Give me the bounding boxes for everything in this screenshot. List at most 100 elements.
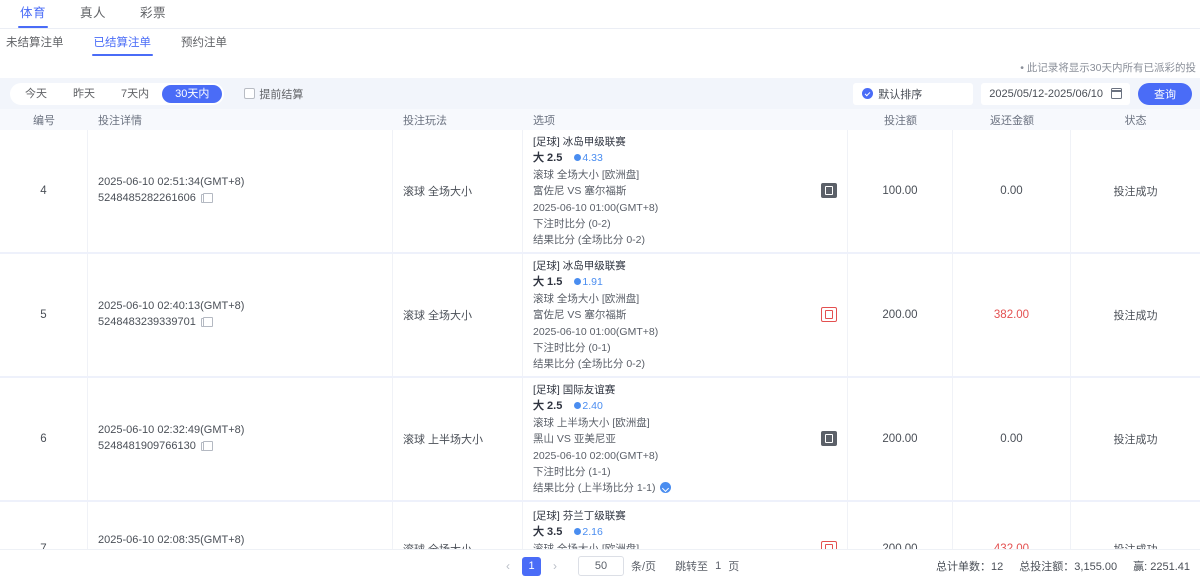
summary-win-value: 2251.41 [1150, 561, 1190, 573]
result-score: 结果比分 (上半场比分 1-1) [533, 480, 815, 496]
pagination-prev-button[interactable]: ‹ [506, 559, 510, 573]
header-option: 选项 [533, 114, 555, 127]
bet-time-score: 下注时比分 (1-1) [533, 465, 611, 478]
bet-amount: 200.00 [882, 309, 918, 321]
quick-range-yesterday[interactable]: 昨天 [73, 87, 95, 100]
expand-score-icon[interactable] [659, 482, 671, 494]
check-circle-icon [862, 88, 874, 99]
table-row[interactable]: 4 2025-06-10 02:51:34(GMT+8) 5248485282261… [0, 130, 1200, 254]
sort-dropdown-label: 默认排序 [878, 88, 923, 101]
subtab-settled-bets-label: 已结算注单 [93, 37, 152, 49]
status-badge: 投注成功 [1113, 186, 1158, 198]
status-cell: 投注成功 [1071, 378, 1200, 500]
date-range-picker[interactable]: 2025/05/12-2025/06/10 [981, 82, 1130, 105]
selection: 大 2.5 [533, 399, 563, 412]
tab-lottery-label: 彩票 [140, 6, 167, 20]
bet-time: 2025-06-10 02:08:35(GMT+8) [98, 534, 245, 547]
market-name: 滚球 全场大小 [欧洲盘] [533, 292, 640, 305]
bet-type-cell: 滚球 全场大小 [393, 130, 523, 252]
bet-amount-cell: 100.00 [848, 130, 953, 252]
odds-dot-icon [574, 528, 582, 536]
ticket-glyph-icon [825, 310, 833, 320]
bet-amount-cell: 200.00 [848, 378, 953, 500]
status-badge: 投注成功 [1113, 310, 1158, 322]
bet-time: 2025-06-10 02:32:49(GMT+8) [98, 424, 245, 437]
bet-slip-icon[interactable] [821, 183, 837, 199]
page-size-select[interactable]: 50 [578, 556, 624, 576]
header-detail: 投注详情 [98, 114, 142, 127]
bet-slip-icon[interactable] [821, 307, 837, 323]
copy-icon[interactable] [200, 440, 214, 452]
tab-live-casino[interactable]: 真人 [78, 2, 108, 28]
selection: 大 1.5 [533, 275, 563, 288]
league-name: [足球] 芬兰丁级联赛 [533, 509, 626, 522]
bet-amount: 100.00 [882, 185, 918, 197]
option-cell: [足球] 冰岛甲级联赛大 2.5 4.33 滚球 全场大小 [欧洲盘] 富佐尼 VS … [523, 130, 848, 252]
status-badge: 投注成功 [1113, 434, 1158, 446]
checkbox-box-icon [244, 88, 256, 99]
filter-bar: 今天 昨天 7天内 30天内 提前结算 默认排序 2025/05/12-2025… [0, 78, 1200, 109]
bet-type-cell: 滚球 全场大小 [393, 254, 523, 376]
table-row[interactable]: 6 2025-06-10 02:32:49(GMT+8) 5248481909766… [0, 378, 1200, 502]
summary-count: 总计单数：12 [936, 558, 1003, 574]
summary-win-label: 赢: [1133, 561, 1148, 573]
tab-sports[interactable]: 体育 [18, 2, 49, 28]
option-cell: [足球] 国际友谊赛大 2.5 2.40 滚球 上半场大小 [欧洲盘] 黑山 VS 亚… [523, 378, 848, 500]
header-amount: 投注额 [884, 114, 917, 127]
bet-time-score: 下注时比分 (0-1) [533, 341, 611, 354]
pagination-next-button[interactable]: › [553, 559, 557, 573]
subtab-reserved-bets[interactable]: 预约注单 [179, 34, 229, 56]
table-header-row: 编号 投注详情 投注玩法 选项 投注额 返还金额 状态 [0, 109, 1200, 130]
odds-dot-icon [574, 277, 582, 285]
jump-to-label: 跳转至 [675, 561, 709, 573]
quick-range-7days[interactable]: 7天内 [121, 87, 150, 100]
summary-win: 赢: 2251.41 [1133, 558, 1190, 574]
copy-icon[interactable] [200, 316, 214, 328]
bet-slip-icon[interactable] [821, 431, 837, 447]
bet-type: 滚球 全场大小 [403, 186, 473, 198]
tab-sports-label: 体育 [20, 6, 47, 20]
secondary-tab-bar: 未结算注单 已结算注单 预约注单 [0, 29, 1200, 56]
return-amount: 0.00 [1000, 185, 1023, 197]
table-body: 4 2025-06-10 02:51:34(GMT+8) 5248485282261… [0, 130, 1200, 582]
early-settlement-label: 提前结算 [259, 88, 304, 101]
bet-time-score: 下注时比分 (0-2) [533, 217, 611, 230]
tab-lottery[interactable]: 彩票 [138, 2, 168, 28]
odds-value: 1.91 [574, 274, 603, 290]
status-cell: 投注成功 [1071, 254, 1200, 376]
odds-value: 2.16 [574, 524, 603, 540]
notice-row: • 此记录将显示30天内所有已派彩的投 [0, 56, 1200, 78]
jump-to-unit: 页 [728, 561, 740, 573]
match-name: 黑山 VS 亚美尼亚 [533, 433, 616, 446]
league-name: [足球] 冰岛甲级联赛 [533, 259, 626, 272]
tab-live-casino-label: 真人 [80, 6, 107, 20]
match-name: 富佐尼 VS 塞尔福斯 [533, 309, 627, 322]
bet-type: 滚球 上半场大小 [403, 434, 484, 446]
bet-detail-cell: 2025-06-10 02:51:34(GMT+8) 52484852822616… [88, 130, 393, 252]
bet-detail-cell: 2025-06-10 02:32:49(GMT+8) 52484819097661… [88, 378, 393, 500]
search-button[interactable]: 查询 [1138, 82, 1192, 105]
bet-id: 5248485282261606 [98, 192, 196, 204]
bet-amount: 200.00 [882, 433, 918, 445]
quick-range-group: 今天 昨天 7天内 30天内 [10, 82, 225, 105]
match-name: 富佐尼 VS 塞尔福斯 [533, 185, 627, 198]
summary-total-bet: 总投注额：3,155.00 [1019, 558, 1117, 574]
market-name: 滚球 全场大小 [欧洲盘] [533, 168, 640, 181]
match-time: 2025-06-10 01:00(GMT+8) [533, 201, 659, 214]
copy-icon[interactable] [200, 192, 214, 204]
subtab-unsettled-bets-label: 未结算注单 [6, 37, 64, 49]
sort-dropdown[interactable]: 默认排序 [853, 82, 974, 105]
quick-range-30days[interactable]: 30天内 [162, 84, 223, 103]
odds-value: 2.40 [574, 398, 603, 414]
pagination-page-1[interactable]: 1 [522, 556, 541, 576]
summary-totals: 总计单数：12 总投注额：3,155.00 赢: 2251.41 [936, 558, 1194, 574]
row-number-cell: 5 [0, 254, 88, 376]
subtab-settled-bets[interactable]: 已结算注单 [91, 34, 154, 56]
jump-to-input[interactable]: 1 [715, 560, 722, 572]
odds-value: 4.33 [574, 150, 603, 166]
quick-range-today[interactable]: 今天 [25, 87, 47, 100]
subtab-unsettled-bets[interactable]: 未结算注单 [4, 34, 66, 56]
return-amount: 0.00 [1000, 433, 1023, 445]
table-row[interactable]: 5 2025-06-10 02:40:13(GMT+8) 5248483239339… [0, 254, 1200, 378]
early-settlement-checkbox[interactable]: 提前结算 [244, 86, 303, 102]
